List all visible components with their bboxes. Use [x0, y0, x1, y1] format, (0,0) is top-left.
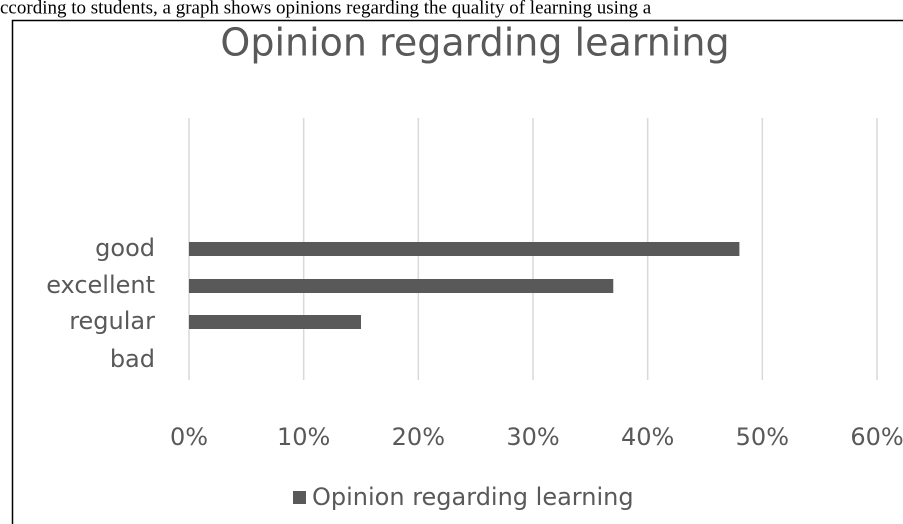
bar [189, 279, 614, 293]
y-tick-label: excellent [46, 271, 155, 299]
legend-label: Opinion regarding learning [312, 483, 634, 511]
x-tick-label: 40% [621, 423, 674, 451]
x-tick-label: 0% [170, 423, 208, 451]
y-tick-label: bad [110, 345, 155, 373]
x-tick-label: 60% [850, 423, 903, 451]
chart-frame [11, 19, 903, 524]
bar [189, 242, 740, 256]
bar [189, 315, 361, 329]
y-tick-label: good [95, 234, 155, 262]
chart-title: Opinion regarding learning [220, 21, 729, 65]
legend-swatch [293, 491, 306, 504]
x-tick-label: 30% [506, 423, 559, 451]
x-tick-label: 10% [277, 423, 330, 451]
y-tick-label: regular [69, 307, 155, 335]
caption: ccording to students, a graph shows opin… [0, 0, 652, 18]
x-tick-label: 20% [392, 423, 445, 451]
x-tick-label: 50% [736, 423, 789, 451]
